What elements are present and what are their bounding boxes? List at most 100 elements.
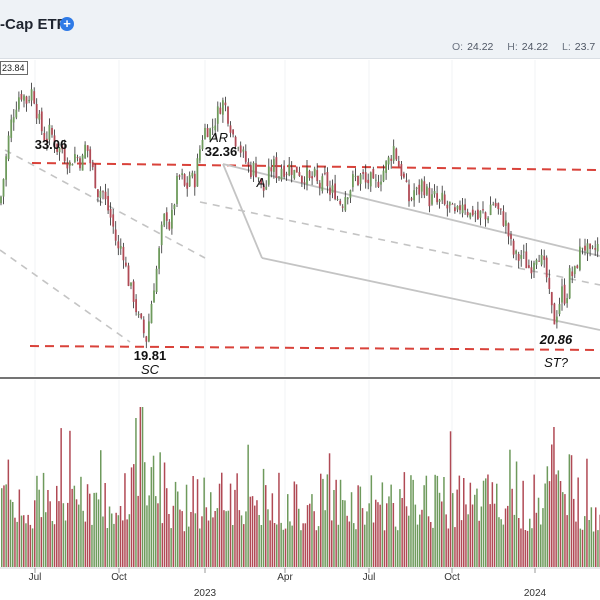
candle xyxy=(392,139,395,164)
candle xyxy=(443,190,446,206)
candle xyxy=(290,161,293,183)
candle xyxy=(456,205,459,213)
candle xyxy=(545,255,548,283)
volume-bar xyxy=(436,475,439,567)
candle-body xyxy=(250,165,252,177)
volume-bar xyxy=(20,515,23,567)
candle xyxy=(130,282,132,290)
candle xyxy=(239,141,242,158)
candle-body xyxy=(556,316,558,323)
candle-body xyxy=(86,145,89,151)
volume-bar xyxy=(78,504,80,567)
candle-body xyxy=(576,265,579,269)
volume-bar xyxy=(513,514,516,567)
volume-bar xyxy=(82,510,84,567)
plus-circle-icon[interactable]: + xyxy=(60,17,74,31)
volume-bar xyxy=(104,483,106,567)
volume-bar xyxy=(177,491,179,567)
candle xyxy=(107,188,109,214)
annotation-label: SC xyxy=(141,362,160,377)
volume-bar xyxy=(416,524,419,567)
candle xyxy=(278,176,280,181)
volume-bar xyxy=(311,494,313,567)
candle-body xyxy=(362,172,364,174)
candle-body xyxy=(293,170,296,179)
candle-body xyxy=(331,185,334,193)
low-value: 23.7 xyxy=(574,41,596,53)
candle-body xyxy=(237,147,240,149)
resistance-line xyxy=(31,162,600,171)
candle xyxy=(237,146,240,152)
candle-body xyxy=(158,248,160,269)
candle-body xyxy=(448,201,451,206)
candle xyxy=(262,183,265,198)
volume-bar xyxy=(377,502,379,567)
candle xyxy=(68,160,71,173)
candle-body xyxy=(267,166,270,185)
volume-bar xyxy=(586,458,588,567)
volume-bar xyxy=(170,528,172,567)
candle xyxy=(94,163,97,189)
volume-bar xyxy=(130,467,133,567)
candle-body xyxy=(336,199,339,200)
ohlc-readout: O: 24.22 H: 24.22 L: 23.7 xyxy=(452,41,600,53)
volume-bar xyxy=(421,509,423,567)
candle xyxy=(329,180,331,202)
candle-body xyxy=(99,190,102,198)
volume-bar xyxy=(210,492,212,567)
candle-body xyxy=(558,304,561,315)
candle xyxy=(117,235,120,256)
candle-body xyxy=(352,174,354,188)
candle xyxy=(7,131,10,162)
candle-body xyxy=(38,113,41,120)
volume-bar xyxy=(271,493,274,567)
candle-body xyxy=(568,268,571,299)
candle-body xyxy=(40,111,43,132)
volume-bar xyxy=(119,506,122,567)
volume-bar xyxy=(555,474,557,567)
volume-bar xyxy=(397,530,399,567)
candle-body xyxy=(443,194,446,205)
candle xyxy=(395,147,398,161)
candle xyxy=(362,169,364,180)
volume-bar xyxy=(392,503,395,567)
volume-bar xyxy=(309,503,311,567)
candle xyxy=(499,208,502,215)
volume-bar xyxy=(386,503,388,567)
candle-body xyxy=(196,158,199,187)
candle xyxy=(150,300,153,324)
candle xyxy=(222,97,224,123)
candle-body xyxy=(303,182,306,184)
volume-bar xyxy=(414,504,417,567)
candle xyxy=(216,101,219,132)
volume-bar xyxy=(504,508,507,567)
candle xyxy=(589,243,591,257)
volume-bar xyxy=(408,515,410,567)
candle-body xyxy=(502,211,505,226)
x-tick-label: Oct xyxy=(111,572,127,583)
candle xyxy=(155,265,158,294)
volume-bar xyxy=(80,476,82,567)
candle-body xyxy=(5,156,7,180)
volume-bar xyxy=(60,428,62,567)
candle-body xyxy=(390,158,393,161)
volume-bar xyxy=(12,502,14,567)
volume-bar xyxy=(540,524,542,567)
candle xyxy=(125,256,127,268)
candle-body xyxy=(283,165,285,177)
candle xyxy=(436,185,438,205)
candle-body xyxy=(492,204,495,205)
volume-bar xyxy=(562,492,564,567)
candle xyxy=(160,221,163,254)
volume-bar xyxy=(366,511,368,567)
candle xyxy=(584,238,586,256)
volume-bar xyxy=(306,505,309,567)
candle xyxy=(122,242,125,269)
candle xyxy=(390,155,393,169)
volume-bar xyxy=(188,526,190,567)
candle-body xyxy=(510,234,512,239)
candle xyxy=(520,250,523,267)
volume-bar xyxy=(16,521,18,567)
symbol-title[interactable]: -Cap ETF xyxy=(0,16,66,33)
